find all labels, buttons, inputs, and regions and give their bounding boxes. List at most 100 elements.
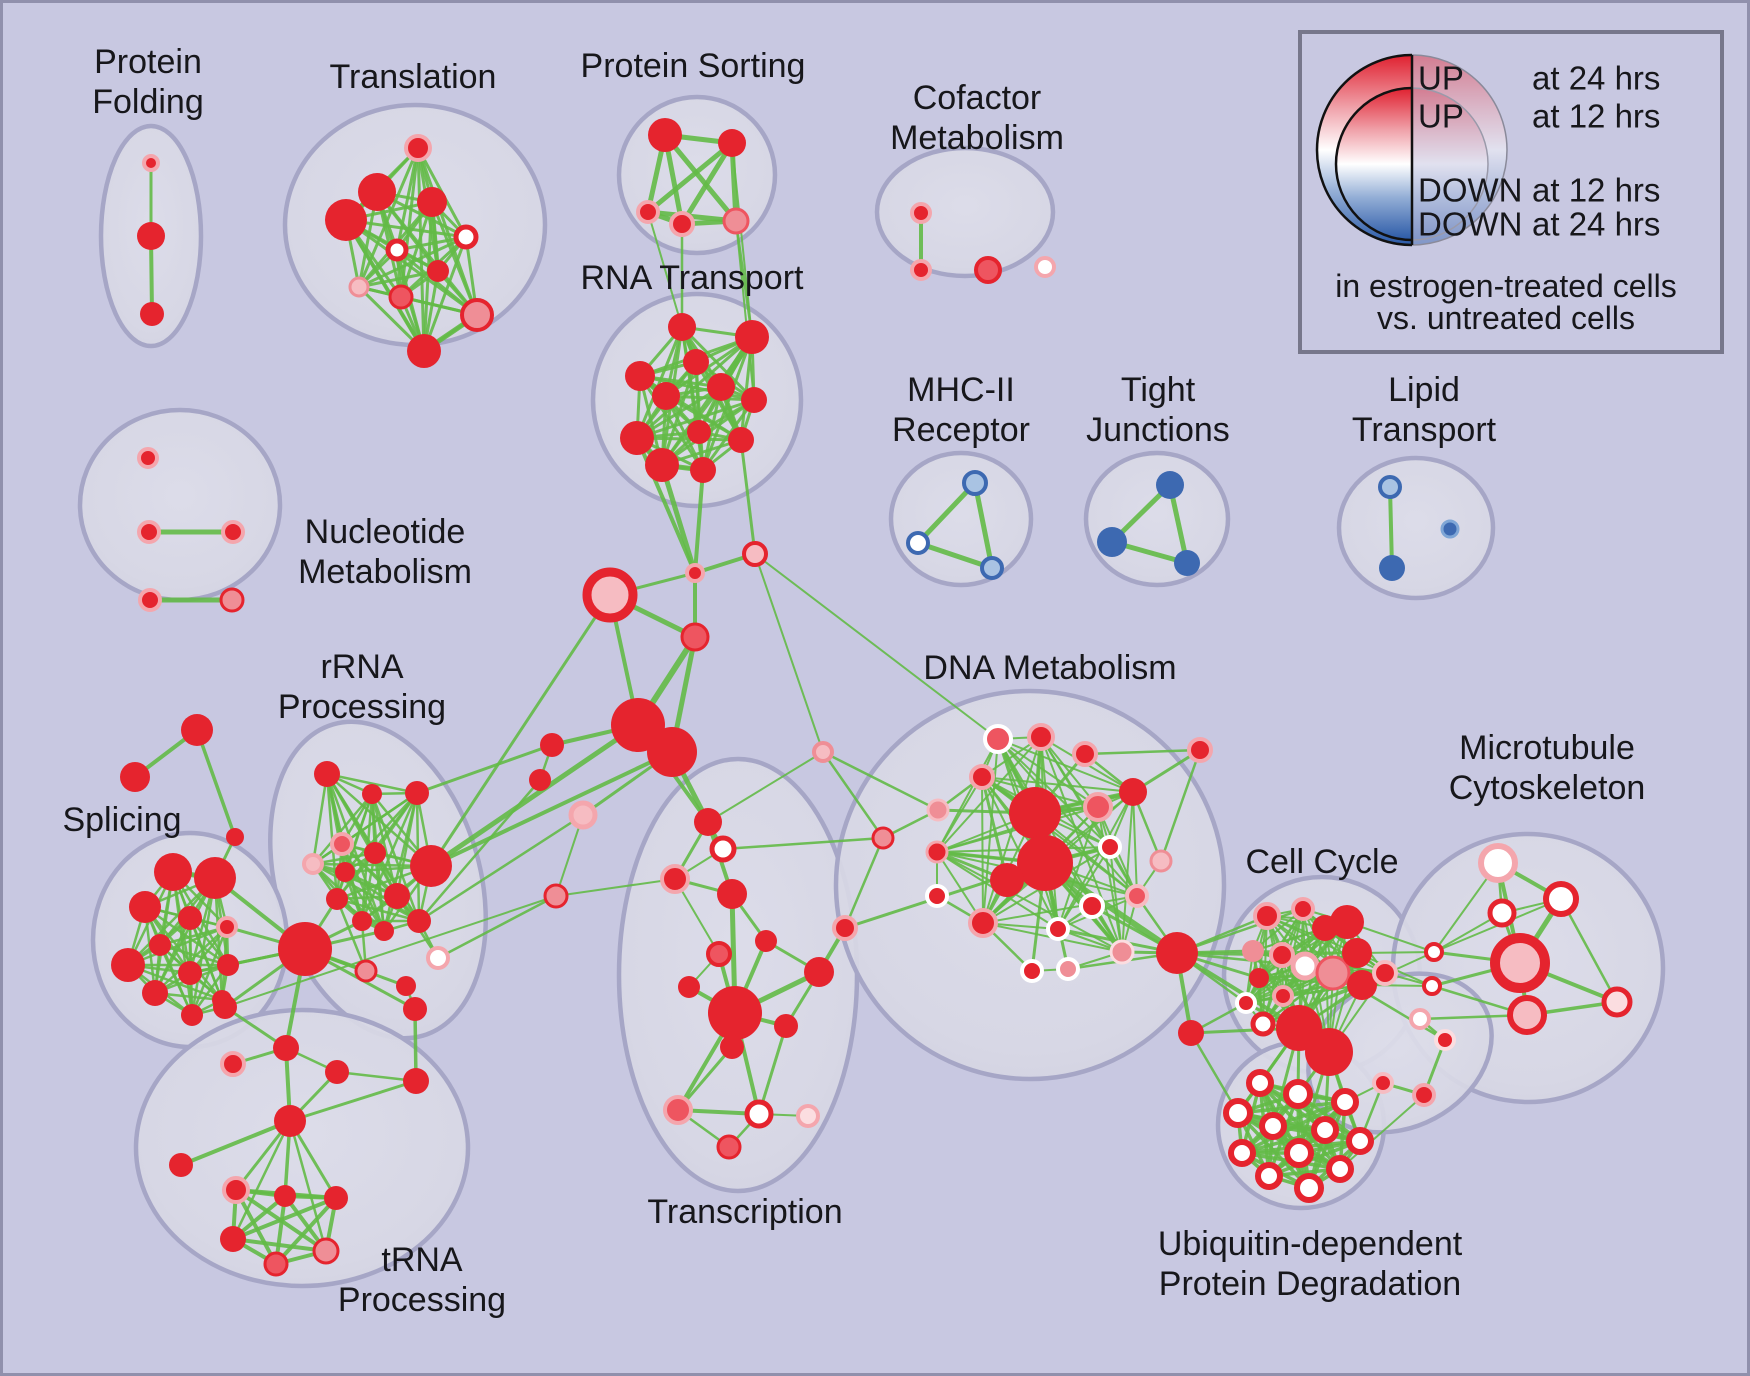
node-tl6 — [385, 238, 409, 262]
node-rr12 — [374, 921, 394, 941]
node-tl10 — [460, 298, 494, 332]
edge-rt1-rt9 — [635, 325, 684, 440]
edge-mh1-mh3 — [972, 480, 995, 571]
edge-lk2-rr13 — [417, 778, 542, 923]
node-rr2 — [362, 784, 382, 804]
node-rt6 — [707, 373, 735, 401]
cluster-ellipse-mhc-ii-receptor — [888, 450, 1034, 588]
node-ub6 — [1311, 1116, 1339, 1144]
edge-rt2-rt5 — [664, 335, 754, 398]
node-cnCC — [1187, 737, 1213, 763]
node-tl1 — [404, 134, 432, 162]
cluster-label-transcription: Transcription — [647, 1193, 842, 1231]
edge-ps2-rt2 — [731, 142, 753, 338]
node-dmH3 — [990, 863, 1024, 897]
edge-sp5-sp10 — [153, 925, 229, 995]
edge-rr2-rr5 — [311, 792, 374, 866]
node-tl5 — [453, 224, 479, 250]
edge-mt2-mt6 — [1559, 897, 1619, 1004]
node-rt9 — [620, 421, 654, 455]
legend-up-24-word: UP — [1418, 60, 1464, 97]
edge-hub2-rr8 — [429, 750, 674, 868]
node-mt5 — [1490, 933, 1550, 993]
node-tx1 — [694, 808, 722, 836]
node-tri2 — [120, 762, 150, 792]
node-tx6 — [706, 941, 732, 967]
node-cc0 — [1178, 1020, 1204, 1046]
edge-rr16-rr10 — [335, 897, 368, 973]
node-dm6 — [1119, 778, 1147, 806]
node-cf2 — [910, 259, 932, 281]
legend-footnote-line1: in estrogen-treated cells — [1335, 268, 1677, 304]
node-ub11 — [1255, 1162, 1283, 1190]
node-ub8 — [1228, 1139, 1256, 1167]
edge-tl3-tl10 — [430, 200, 479, 317]
node-cc4 — [1330, 905, 1364, 939]
node-tri1 — [181, 714, 213, 746]
cluster-label-dna-metabolism: DNA Metabolism — [923, 649, 1176, 687]
node-dm1 — [983, 724, 1013, 754]
node-ub4 — [1223, 1098, 1253, 1128]
node-tx2 — [709, 835, 737, 863]
cluster-ellipse-cofactor-metabolism — [874, 145, 1056, 279]
edge-dm2-dm9 — [936, 736, 1042, 853]
node-rt4 — [625, 361, 655, 391]
cluster-label-cofactor-metabolism: Cofactor Metabolism — [890, 79, 1064, 157]
node-cc14 — [1347, 970, 1377, 1000]
edge-t4-t5 — [288, 1079, 418, 1123]
node-rr11 — [352, 911, 372, 931]
edge-sp6-sp9 — [158, 943, 230, 967]
node-t9 — [324, 1186, 348, 1210]
edge-lk1-rr3 — [415, 743, 554, 795]
node-rr17 — [396, 976, 416, 996]
edge-dm4-dm9 — [936, 776, 983, 853]
cluster-label-splicing: Splicing — [62, 801, 181, 839]
node-sp6 — [149, 934, 171, 956]
node-mh2 — [906, 531, 930, 555]
node-cc9 — [1342, 938, 1372, 968]
node-sp9 — [217, 954, 239, 976]
cluster-ellipse-lipid-transport — [1336, 455, 1496, 601]
node-dmH2 — [1017, 835, 1073, 891]
cluster-labels-layer: Protein Folding Translation Protein Sorting… — [62, 43, 1645, 1319]
edge-mtc6-ub10 — [1339, 1094, 1425, 1170]
node-cn1 — [685, 563, 705, 583]
node-rt1 — [668, 313, 696, 341]
node-tx9 — [708, 986, 762, 1040]
node-ub5 — [1259, 1112, 1287, 1140]
node-rr18 — [403, 997, 427, 1021]
node-ub12 — [1294, 1173, 1324, 1203]
node-tl11 — [407, 334, 441, 368]
node-dm12 — [1125, 884, 1149, 908]
node-lk3 — [568, 800, 598, 830]
node-t12 — [312, 1237, 340, 1265]
node-lp2 — [1379, 555, 1405, 581]
node-rr6 — [335, 862, 355, 882]
node-rt12 — [690, 457, 716, 483]
cluster-label-lipid-transport: Lipid Transport — [1352, 371, 1497, 449]
edge-rr10-rr13 — [335, 897, 421, 923]
cluster-label-trna-processing: tRNA Processing — [338, 1241, 506, 1319]
cluster-label-cell-cycle: Cell Cycle — [1245, 843, 1398, 881]
node-rt3 — [683, 349, 709, 375]
node-mtc1 — [1424, 942, 1444, 962]
node-pf3 — [140, 302, 164, 326]
cluster-label-rrna-processing: rRNA Processing — [278, 648, 446, 726]
node-sp8 — [178, 961, 202, 985]
node-tl9 — [388, 284, 414, 310]
edge-ub6-ub8 — [1240, 1128, 1327, 1155]
node-t8 — [274, 1185, 296, 1207]
node-nm4 — [138, 588, 162, 612]
node-pf2 — [137, 222, 165, 250]
edge-rt5-rt7 — [664, 394, 756, 402]
edge-cnDM-tx1 — [707, 751, 824, 823]
edge-rr1-rr3 — [325, 772, 419, 795]
cluster-ellipse-trna-processing — [133, 1007, 471, 1289]
node-t1 — [220, 1051, 246, 1077]
node-cc15 — [1372, 960, 1398, 986]
node-rrH — [278, 922, 332, 976]
edge-lk3-rr13 — [417, 813, 585, 923]
legend-outer-left-arc — [1315, 53, 1413, 247]
